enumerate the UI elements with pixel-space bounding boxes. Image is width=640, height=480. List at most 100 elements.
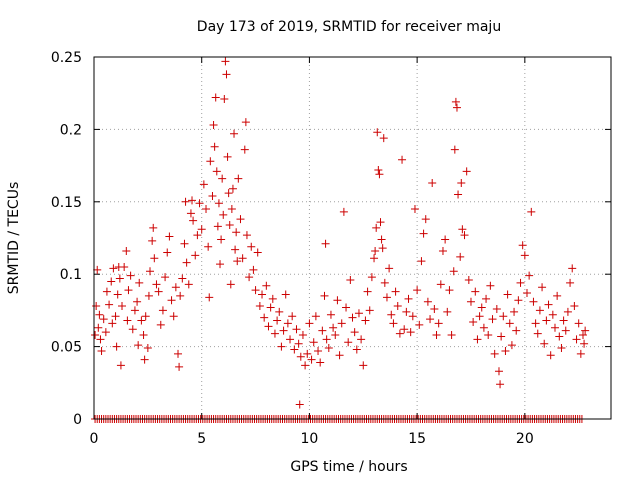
- data-point: [191, 251, 200, 260]
- data-point: [114, 262, 123, 271]
- data-point: [107, 277, 116, 286]
- data-point: [499, 312, 508, 321]
- data-point: [208, 192, 217, 201]
- data-point: [344, 338, 353, 347]
- data-point: [223, 152, 232, 161]
- grid-lines: [94, 57, 611, 419]
- data-point: [135, 278, 144, 287]
- data-point: [520, 251, 529, 260]
- data-point: [333, 296, 342, 305]
- data-point: [221, 57, 230, 66]
- data-point: [301, 361, 310, 370]
- data-point: [171, 283, 180, 292]
- data-point: [305, 319, 314, 328]
- y-tick-label: 0.05: [51, 340, 82, 356]
- y-axis-label: SRMTID / TECUs: [6, 182, 22, 295]
- data-point: [130, 306, 139, 315]
- data-point: [423, 297, 432, 306]
- data-point: [209, 121, 218, 130]
- data-point: [329, 323, 338, 332]
- data-point: [247, 242, 256, 251]
- data-point: [115, 274, 124, 283]
- data-point: [352, 345, 361, 354]
- data-point: [150, 254, 159, 263]
- data-point: [230, 129, 239, 138]
- data-point: [234, 174, 243, 183]
- data-point: [113, 290, 122, 299]
- data-point: [374, 165, 383, 174]
- x-axis-label: GPS time / hours: [290, 459, 407, 475]
- data-point: [264, 322, 273, 331]
- data-point: [533, 329, 542, 338]
- data-point: [148, 236, 157, 245]
- data-point: [277, 342, 286, 351]
- data-point: [303, 349, 312, 358]
- data-point: [279, 326, 288, 335]
- data-point: [321, 239, 330, 248]
- data-point: [95, 310, 104, 319]
- data-point: [484, 331, 493, 340]
- data-point: [128, 325, 137, 334]
- data-point: [572, 335, 581, 344]
- data-point: [193, 231, 202, 240]
- data-point: [538, 283, 547, 292]
- data-point: [178, 274, 187, 283]
- data-point: [529, 297, 538, 306]
- data-point: [133, 297, 142, 306]
- data-point: [473, 335, 482, 344]
- data-point: [220, 94, 229, 103]
- data-point: [139, 331, 148, 340]
- data-point: [205, 293, 214, 302]
- data-point: [438, 247, 447, 256]
- data-point: [375, 170, 384, 179]
- data-point: [124, 286, 133, 295]
- data-point: [240, 145, 249, 154]
- data-point: [452, 103, 461, 112]
- data-point: [255, 302, 264, 311]
- data-point: [497, 332, 506, 341]
- y-tick-label: 0.25: [51, 50, 82, 66]
- data-point: [93, 265, 102, 274]
- data-point: [204, 242, 213, 251]
- data-point: [161, 273, 170, 282]
- data-point: [94, 323, 103, 332]
- data-point: [518, 241, 527, 250]
- data-point: [550, 323, 559, 332]
- data-point: [555, 332, 564, 341]
- data-point: [574, 319, 583, 328]
- x-tick-label: 0: [90, 431, 99, 447]
- data-point: [570, 302, 579, 311]
- data-point: [146, 267, 155, 276]
- data-point: [447, 331, 456, 340]
- data-point: [216, 260, 225, 269]
- data-point: [371, 247, 380, 256]
- data-point: [365, 306, 374, 315]
- data-point: [457, 178, 466, 187]
- data-point: [516, 278, 525, 287]
- data-point: [413, 286, 422, 295]
- data-point: [466, 297, 475, 306]
- data-point: [270, 329, 279, 338]
- data-point: [482, 294, 491, 303]
- data-point: [318, 326, 327, 335]
- data-point: [391, 287, 400, 296]
- data-point: [434, 319, 443, 328]
- data-point: [105, 300, 114, 309]
- chart-title: Day 173 of 2019, SRMTID for receiver maj…: [197, 19, 501, 35]
- data-point: [505, 319, 514, 328]
- data-point: [176, 291, 185, 300]
- data-point: [510, 307, 519, 316]
- data-point: [363, 287, 372, 296]
- data-point: [210, 142, 219, 151]
- data-point: [219, 210, 228, 219]
- data-point: [428, 178, 437, 187]
- data-point: [118, 302, 127, 311]
- data-point: [557, 344, 566, 353]
- data-point: [436, 280, 445, 289]
- data-point: [206, 157, 215, 166]
- data-point: [525, 271, 534, 280]
- data-point: [477, 303, 486, 312]
- data-point: [507, 341, 516, 350]
- data-point: [503, 290, 512, 299]
- data-point: [496, 380, 505, 389]
